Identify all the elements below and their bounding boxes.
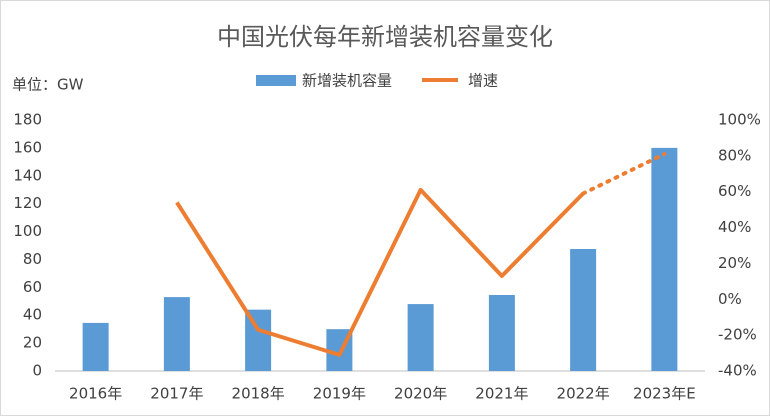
bar <box>82 322 109 371</box>
chart-title: 中国光伏每年新增装机容量变化 <box>217 23 553 51</box>
y-tick-label: 160 <box>13 138 42 156</box>
y-tick-label: 40 <box>23 306 42 324</box>
bar <box>163 297 190 371</box>
growth-line <box>175 187 585 357</box>
y-tick-label: 20 <box>23 334 42 352</box>
y-tick-label: 80 <box>23 250 42 268</box>
x-tick-label: 2023年E <box>633 385 696 403</box>
y-tick-label: 180 <box>13 111 42 129</box>
x-tick-label: 2018年 <box>232 385 285 403</box>
y2-tick-label: 100% <box>718 111 761 129</box>
y2-tick-label: 80% <box>718 146 751 164</box>
bar <box>570 248 597 371</box>
growth-line-projected <box>581 152 667 196</box>
y-tick-label: 140 <box>13 166 42 184</box>
x-tick-label: 2019年 <box>313 385 366 403</box>
y2-tick-label: 40% <box>718 218 751 236</box>
legend-label: 新增装机容量 <box>302 72 392 90</box>
x-tick-label: 2016年 <box>69 385 122 403</box>
bar <box>407 304 434 371</box>
y-tick-label: 120 <box>13 194 42 212</box>
y2-tick-label: -40% <box>718 362 757 380</box>
x-tick-label: 2017年 <box>150 385 203 403</box>
unit-label: 单位：GW <box>12 76 84 94</box>
x-tick-label: 2020年 <box>394 385 447 403</box>
x-tick-label: 2021年 <box>475 385 528 403</box>
y2-tick-label: -20% <box>718 326 757 344</box>
y2-tick-label: 20% <box>718 254 751 272</box>
y2-tick-label: 60% <box>718 182 751 200</box>
y-tick-label: 100 <box>13 222 42 240</box>
legend-label: 增速 <box>468 72 498 90</box>
y-tick-label: 0 <box>32 362 42 380</box>
x-tick-label: 2022年 <box>557 385 610 403</box>
y-tick-label: 60 <box>23 278 42 296</box>
bar <box>488 295 515 371</box>
y2-tick-label: 0% <box>718 290 742 308</box>
legend-swatch <box>256 75 296 86</box>
bar <box>651 147 678 371</box>
